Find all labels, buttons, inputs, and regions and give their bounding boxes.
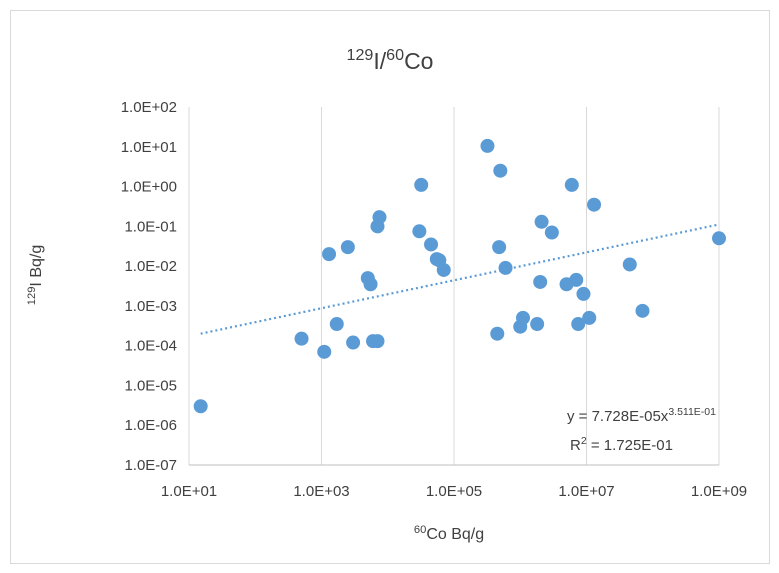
data-point <box>530 317 545 332</box>
chart-frame: 1.0E+01 1.0E+03 1.0E+05 1.0E+07 1.0E+09 1.0E… <box>10 10 770 564</box>
data-point <box>317 344 332 359</box>
data-point <box>436 262 451 277</box>
data-point <box>534 214 549 229</box>
x-tick-label: 1.0E+09 <box>691 483 747 500</box>
data-point <box>340 240 355 255</box>
trendline-equation: y = 7.728E-05x3.511E-01 <box>567 406 716 425</box>
y-tick-label: 1.0E-04 <box>124 338 177 355</box>
data-point <box>322 247 337 262</box>
data-point <box>576 286 591 301</box>
y-tick-label: 1.0E-05 <box>124 377 177 394</box>
data-point <box>498 260 513 275</box>
data-point <box>712 231 726 246</box>
gridlines <box>188 107 720 465</box>
trendline-r-squared: R2 = 1.725E-01 <box>570 435 673 454</box>
data-point <box>493 163 508 178</box>
x-tick-label: 1.0E+01 <box>161 483 217 500</box>
x-axis-label: 60Co Bq/g <box>414 524 484 543</box>
trendline-path <box>200 223 720 335</box>
y-tick-label: 1.0E+01 <box>121 139 177 156</box>
x-axis: 1.0E+01 1.0E+03 1.0E+05 1.0E+07 1.0E+09 <box>161 464 747 500</box>
data-point <box>582 310 597 325</box>
y-tick-label: 1.0E-03 <box>124 298 177 315</box>
y-tick-label: 1.0E+00 <box>121 179 177 196</box>
data-point <box>294 331 309 346</box>
x-tick-label: 1.0E+05 <box>426 483 482 500</box>
data-point <box>564 177 579 192</box>
data-point <box>346 335 361 350</box>
x-tick-label: 1.0E+07 <box>558 483 614 500</box>
data-point <box>587 197 602 212</box>
data-point <box>480 138 495 153</box>
y-tick-label: 1.0E-06 <box>124 417 177 434</box>
y-tick-label: 1.0E-01 <box>124 218 177 235</box>
trendline <box>200 223 720 335</box>
data-point <box>412 224 427 239</box>
y-tick-label: 1.0E-07 <box>124 457 177 474</box>
data-point <box>622 257 637 272</box>
scatter-chart: 1.0E+01 1.0E+03 1.0E+05 1.0E+07 1.0E+09 1.0E… <box>26 46 747 543</box>
data-point <box>414 177 429 192</box>
y-tick-label: 1.0E+02 <box>121 99 177 116</box>
y-tick-label: 1.0E-02 <box>124 258 177 275</box>
data-point <box>492 240 507 255</box>
data-point <box>571 317 586 332</box>
y-axis-label: 129I Bq/g <box>26 245 45 305</box>
data-point <box>569 272 584 287</box>
y-axis: 1.0E-07 1.0E-06 1.0E-05 1.0E-04 1.0E-03 1.0E-… <box>121 99 177 474</box>
data-point <box>544 225 559 240</box>
data-point <box>424 237 439 252</box>
data-point <box>372 210 387 225</box>
data-point <box>490 326 505 341</box>
chart-title: 129I/60Co <box>347 46 434 74</box>
data-points <box>193 138 726 414</box>
data-point <box>329 317 344 332</box>
data-point <box>635 303 650 318</box>
x-tick-label: 1.0E+03 <box>293 483 349 500</box>
data-point <box>533 274 548 289</box>
data-point <box>515 310 530 325</box>
data-point <box>363 277 378 292</box>
data-point <box>370 334 385 349</box>
data-point <box>193 399 208 414</box>
